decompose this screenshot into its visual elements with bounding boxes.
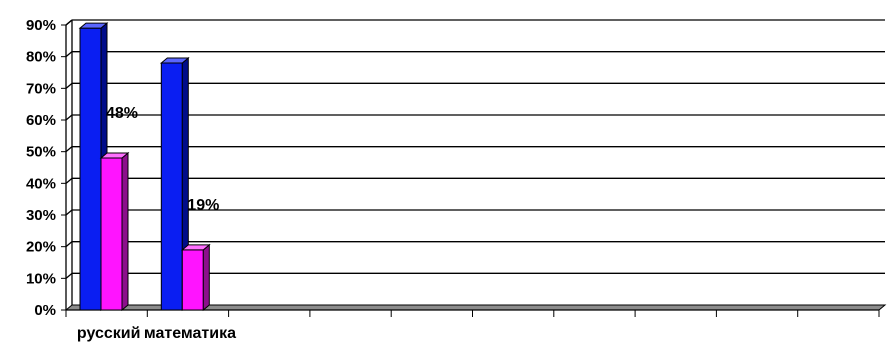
bar-front (160, 62, 183, 311)
gridline-depth (65, 146, 73, 153)
gridline-depth (65, 177, 73, 184)
y-tick-label: 30% (26, 207, 56, 224)
x-category-label: русский (77, 325, 141, 342)
y-tick-label: 20% (26, 239, 56, 256)
gridline-depth (65, 209, 73, 216)
y-tick-label: 70% (26, 80, 56, 97)
y-tick-label: 90% (26, 17, 56, 34)
bar-front (79, 27, 102, 311)
bar-top (78, 22, 109, 29)
y-tick-label: 10% (26, 270, 56, 287)
gridline-depth (65, 241, 73, 248)
y-tick-label: 0% (34, 302, 56, 319)
gridline-depth (65, 51, 73, 58)
x-axis-ticks: русский математика (65, 310, 880, 342)
y-tick-label: 60% (26, 112, 56, 129)
bars (78, 22, 211, 312)
bar-side (121, 151, 129, 312)
data-label: 48% (106, 105, 138, 122)
x-category-label: математика (144, 325, 236, 342)
data-labels: 48% 19% (106, 105, 219, 214)
gridline-depth (65, 82, 73, 89)
gridline-depth (65, 114, 73, 121)
bar-front (100, 157, 123, 311)
y-tick-label: 50% (26, 144, 56, 161)
y-tick-label: 40% (26, 175, 56, 192)
bar-side (202, 243, 210, 312)
bar-top (180, 244, 211, 251)
bar (99, 151, 130, 312)
y-tick-label: 80% (26, 49, 56, 66)
data-label: 19% (187, 197, 219, 214)
y-axis-top-depth (65, 19, 73, 26)
bar-front (181, 249, 204, 311)
gridline-depth (65, 272, 73, 279)
y-axis-ticks: 0% 10% 20% 30% 40% 50% 60% 70% 80% 90% (26, 17, 66, 319)
bar-top (159, 57, 190, 64)
bar (180, 243, 211, 312)
grid-lines (65, 19, 885, 279)
bar-top (99, 152, 130, 159)
